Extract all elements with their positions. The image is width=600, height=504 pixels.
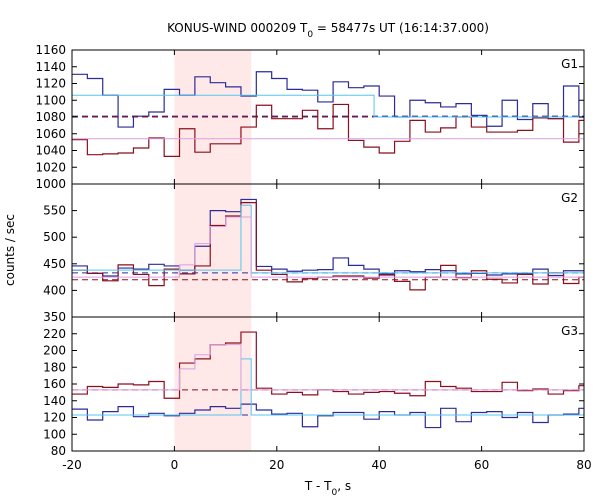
y-tick-label: 120	[43, 411, 66, 425]
y-tick-label: 550	[43, 204, 66, 218]
panel-g2: 350 400 450 500 550 G2	[43, 183, 585, 324]
y-tick-label: 400	[43, 283, 66, 297]
series-line-dark_blue	[72, 71, 584, 128]
panel-series-group	[72, 198, 584, 291]
chart-title: KONUS-WIND 000209 T0 = 58477s UT (16:14:…	[167, 21, 489, 40]
y-tick-label: 350	[43, 310, 66, 324]
series-line-dark_red	[72, 103, 584, 157]
panel-label: G1	[561, 57, 578, 71]
series-line-dark_blue	[72, 198, 584, 277]
y-tick-label: 1160	[35, 43, 66, 57]
series-line-dark_red	[72, 331, 584, 399]
x-axis-label: T - T0, s	[304, 479, 351, 498]
panel-label: G2	[561, 191, 578, 205]
y-tick-label: 1100	[35, 93, 66, 107]
y-tick-label: 200	[43, 344, 66, 358]
x-tick-label: 40	[372, 458, 387, 472]
x-tick-label: 60	[474, 458, 489, 472]
y-tick-label: 1080	[35, 110, 66, 124]
model-line-light_blue	[72, 204, 584, 274]
highlight-interval	[174, 184, 252, 317]
y-tick-label: 220	[43, 327, 66, 341]
y-tick-label: 180	[43, 360, 66, 374]
x-tick-label: 0	[171, 458, 179, 472]
model-line-violet	[72, 344, 584, 391]
x-tick-label: 80	[576, 458, 591, 472]
y-tick-label: 100	[43, 427, 66, 441]
y-axis-label: counts / sec	[3, 214, 17, 286]
y-tick-label: 1060	[35, 127, 66, 141]
x-tick-label: -20	[62, 458, 82, 472]
panel-frame	[71, 183, 585, 318]
panel-g1: 1000 1020 1040 1060 1080 1100 1120 1140 1160 G1	[35, 43, 585, 191]
model-line-violet	[72, 216, 584, 278]
y-tick-label: 1000	[35, 177, 66, 191]
y-tick-label: 450	[43, 257, 66, 271]
series-line-dark_blue	[72, 403, 584, 429]
model-line-light_blue	[72, 358, 584, 416]
panel-series-group	[72, 331, 584, 429]
y-tick-label: 500	[43, 230, 66, 244]
panel-g3: 80 100 120 140 160 180 200 220 G3 -20 0 20 40 60 80	[43, 316, 592, 472]
y-tick-label: 1040	[35, 144, 66, 158]
panel-label: G3	[561, 324, 578, 338]
y-tick-label: 80	[51, 444, 66, 458]
y-tick-label: 1140	[35, 60, 66, 74]
y-tick-label: 1020	[35, 160, 66, 174]
y-tick-label: 140	[43, 394, 66, 408]
plot-layer: 100010201040106010801100112011401160G135…	[35, 43, 592, 472]
highlight-interval	[174, 317, 252, 451]
panel-series-group	[72, 71, 584, 157]
model-line-light_blue	[72, 94, 584, 118]
y-tick-label: 1120	[35, 77, 66, 91]
y-tick-label: 160	[43, 377, 66, 391]
x-tick-label: 20	[269, 458, 284, 472]
